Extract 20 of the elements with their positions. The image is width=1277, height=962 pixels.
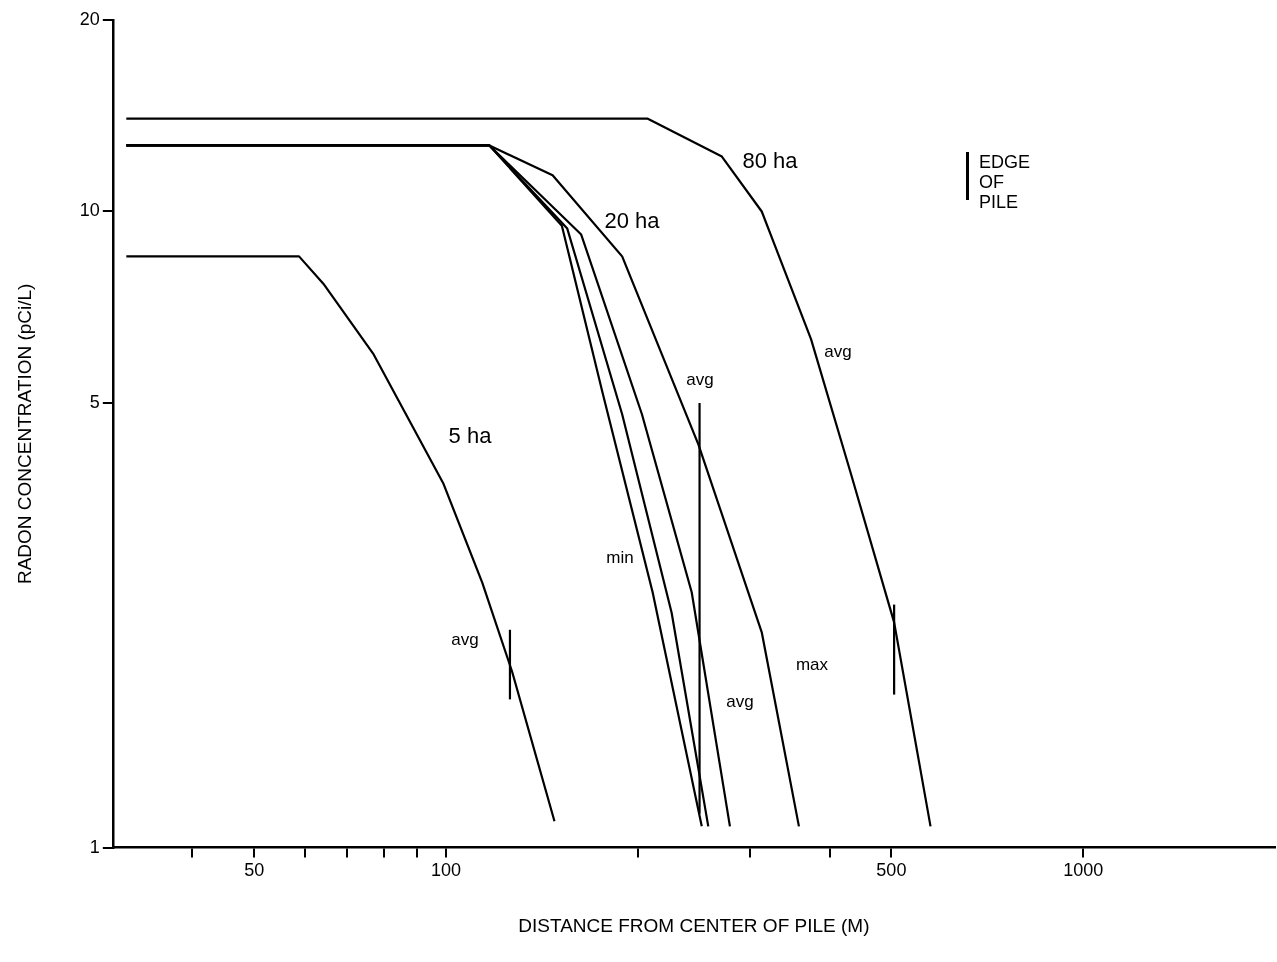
y-tick-label: 20 [79,8,100,29]
annotation: avg [686,369,714,389]
y-tick-label: 10 [79,200,100,221]
x-tick-label: 50 [244,860,265,881]
annotation: avg [451,629,479,649]
x-axis-title: DISTANCE FROM CENTER OF PILE (M) [518,914,870,936]
y-axis-title: RADON CONCENTRATION (pCi/L) [13,283,35,585]
x-tick-label: 100 [430,860,462,881]
annotation: min [606,547,634,567]
x-tick-label: 1000 [1063,860,1104,881]
annotation: EDGE OF PILE [979,152,1031,212]
annotation: 80 ha [742,148,799,174]
annotation: avg [726,691,754,711]
annotation: 5 ha [448,423,493,449]
annotation: 20 ha [604,208,661,234]
annotation: avg [824,341,852,361]
annotation: max [795,654,829,674]
y-tick-label: 5 [89,391,100,412]
x-tick-label: 500 [876,860,907,881]
y-tick-label: 1 [89,836,100,857]
